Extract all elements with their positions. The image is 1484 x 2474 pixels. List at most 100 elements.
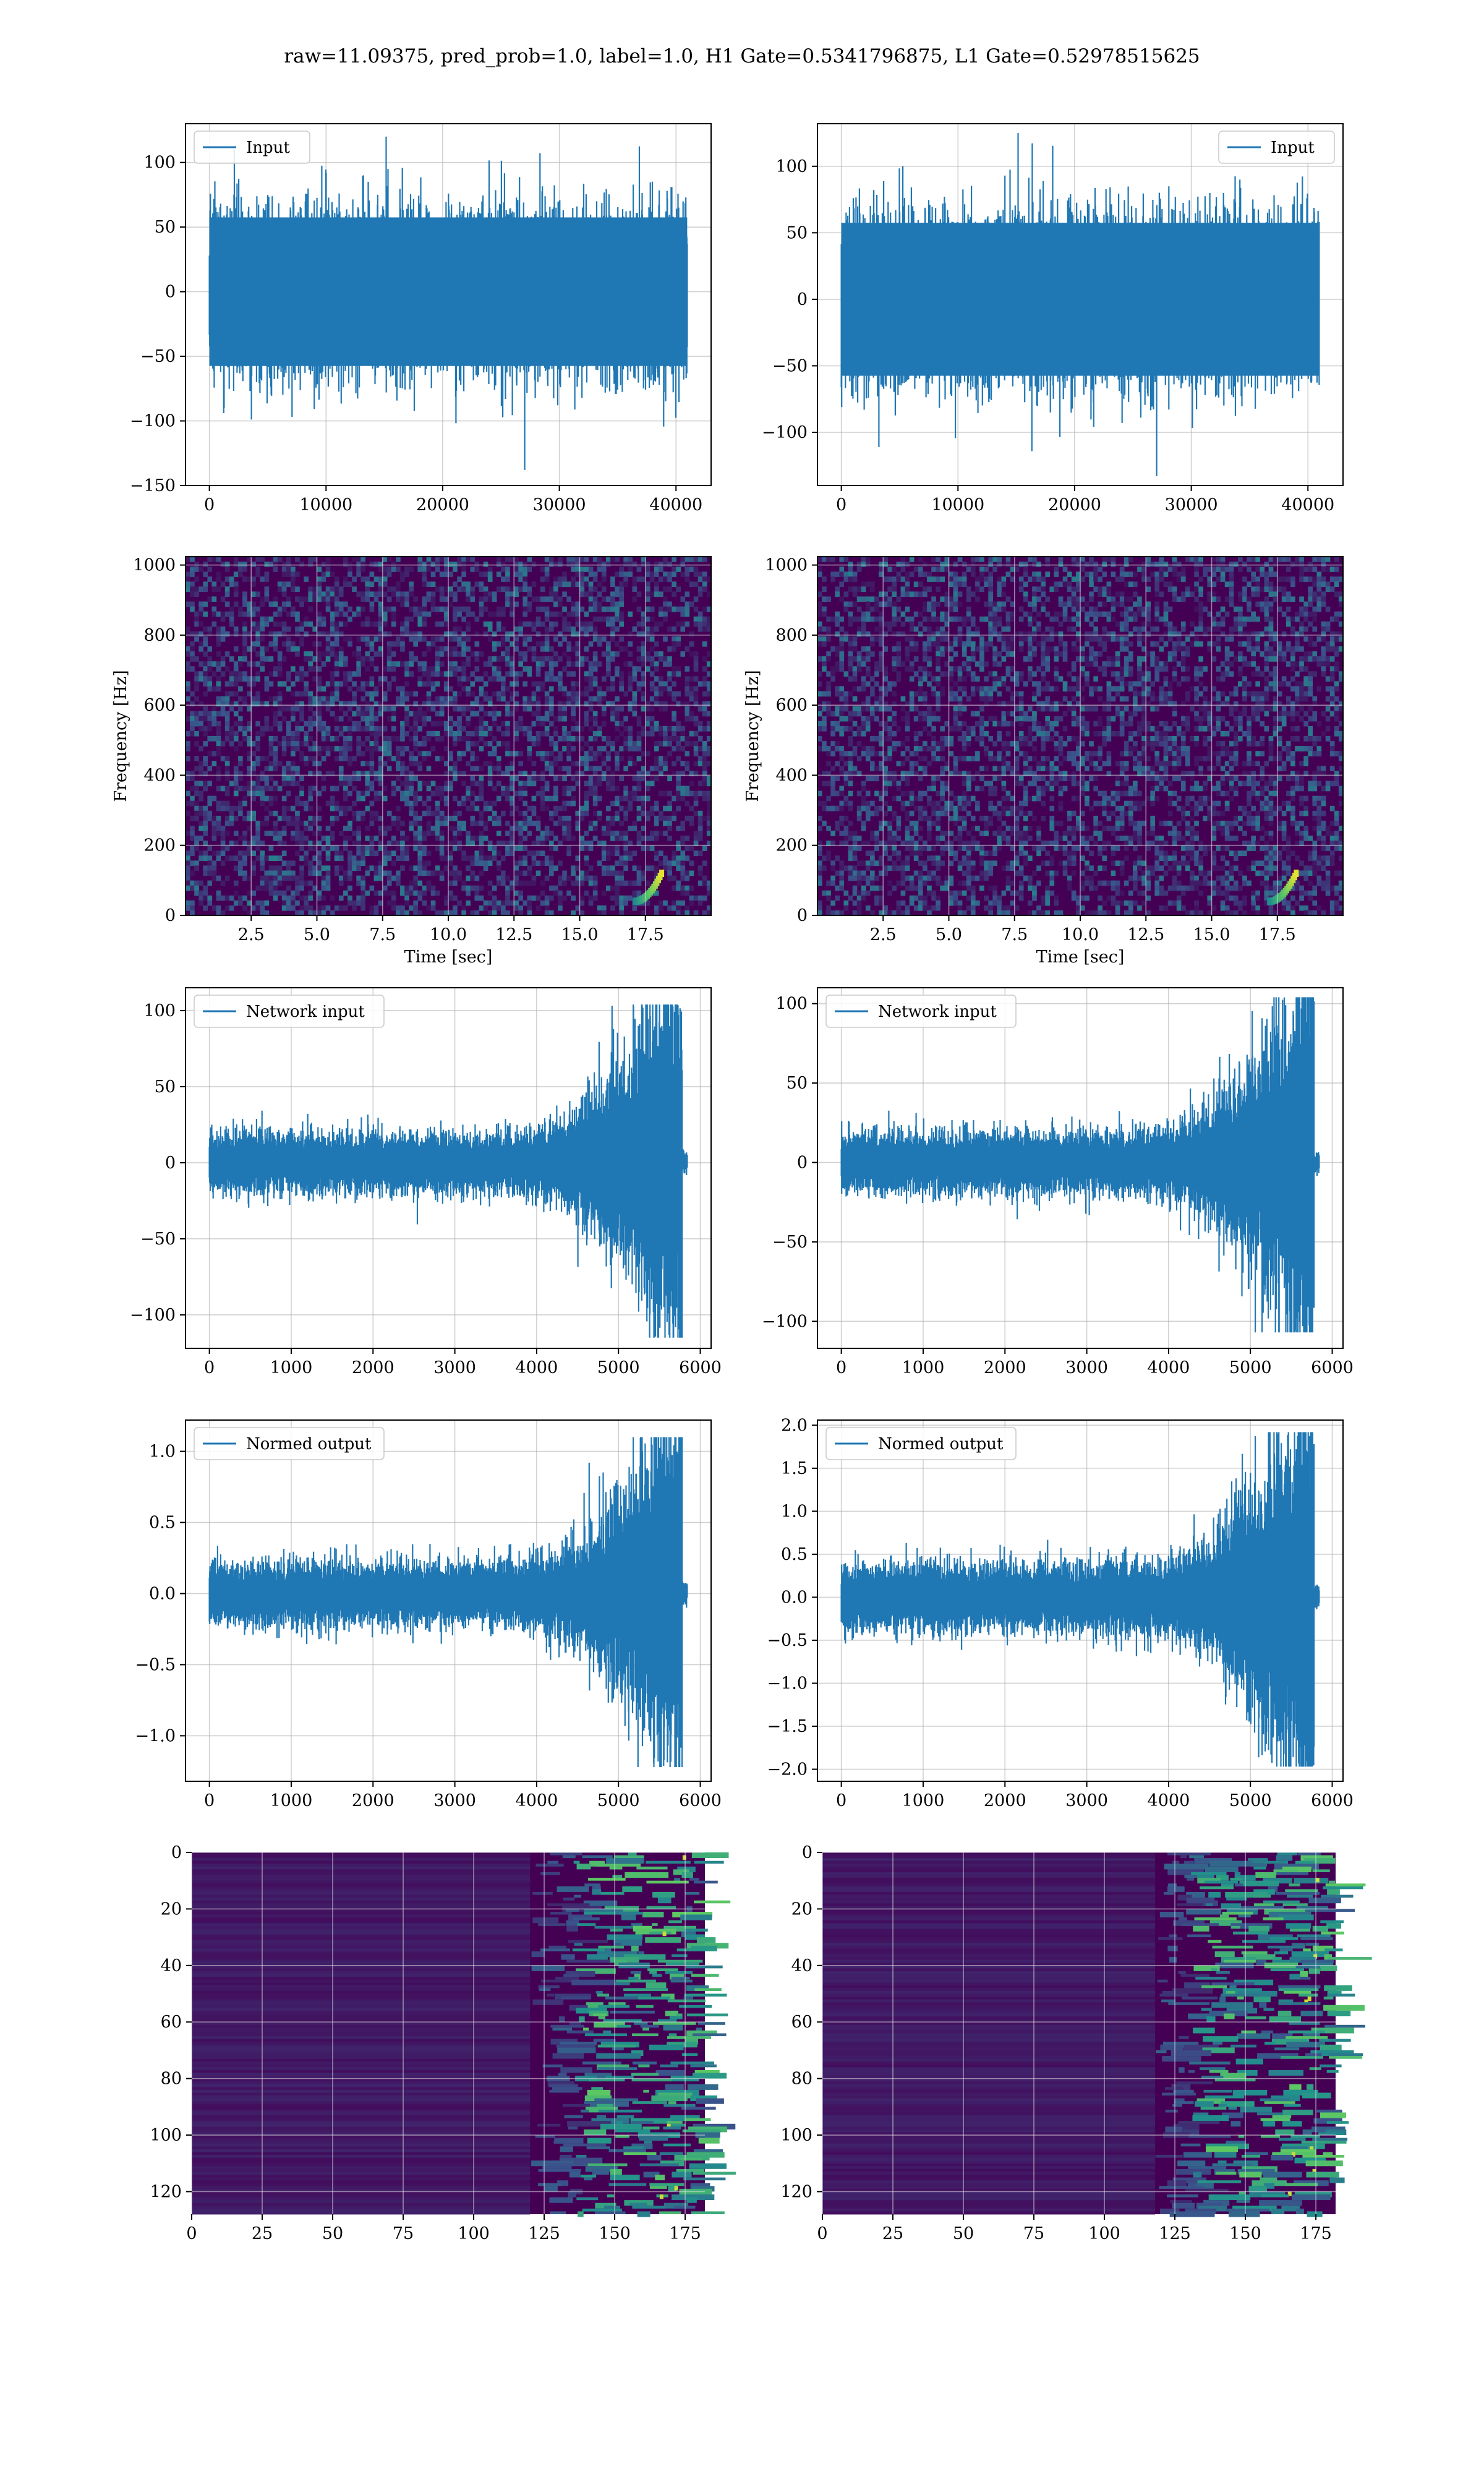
heatmap-cell [548, 766, 554, 771]
heatmap-cell [619, 875, 624, 881]
heatmap-cell [505, 721, 510, 727]
heatmap-cell [835, 820, 840, 826]
heatmap-cell [702, 771, 707, 777]
heatmap-cell [870, 800, 875, 807]
heatmap-cell [706, 761, 712, 766]
heatmap-cell [251, 696, 256, 702]
heatmap-cell [839, 885, 845, 891]
heatmap-cell [566, 741, 571, 747]
heatmap-cell [417, 606, 423, 612]
heatmap-cell [601, 696, 607, 702]
heatmap-cell [487, 860, 493, 867]
heatmap-cell [848, 601, 853, 607]
heatmap-cell [413, 611, 418, 617]
heatmap-cell [404, 766, 409, 771]
heatmap-cell [281, 591, 287, 597]
heatmap-cell [835, 651, 840, 657]
heatmap-cell [892, 721, 897, 727]
heatmap-cell [348, 736, 352, 742]
heatmap-cell [649, 681, 655, 687]
heatmap-cell [852, 865, 858, 871]
heatmap-cell [654, 666, 659, 672]
heatmap-cell [861, 656, 866, 662]
heatmap-cell [676, 756, 681, 761]
heatmap-cell [501, 910, 506, 916]
heatmap-cell [527, 905, 532, 911]
heatmap-cell [883, 870, 888, 876]
heatmap-cell [317, 581, 322, 587]
heatmap-cell [479, 730, 484, 737]
heatmap-cell [693, 651, 699, 657]
heatmap-cell [422, 900, 427, 906]
heatmap-cell [338, 681, 344, 687]
heatmap-cell [224, 562, 230, 567]
heatmap-cell [238, 696, 243, 702]
heatmap-cell [461, 631, 466, 637]
heatmap-cell [211, 820, 217, 826]
heatmap-cell [348, 606, 352, 612]
heatmap-cell [299, 641, 304, 647]
heatmap-cell [852, 855, 858, 861]
heatmap-cell [487, 730, 493, 737]
heatmap-cell [852, 841, 858, 846]
heatmap-cell [391, 706, 396, 712]
heatmap-cell [676, 736, 681, 742]
heatmap-cell [470, 651, 475, 657]
heatmap-cell [198, 646, 203, 652]
heatmap-cell [443, 611, 449, 617]
heatmap-cell [268, 562, 274, 567]
heatmap-cell [224, 820, 230, 826]
heatmap-cell [251, 870, 256, 876]
heatmap-cell [848, 865, 853, 871]
heatmap-cell [822, 596, 827, 602]
heatmap-cell [879, 910, 884, 916]
heatmap-cell [409, 865, 414, 871]
heatmap-cell [518, 845, 523, 851]
heatmap-cell [352, 855, 357, 861]
heatmap-cell [386, 586, 392, 592]
heatmap-cell [667, 805, 672, 811]
heatmap-cell [558, 815, 563, 821]
heatmap-cell [242, 621, 247, 627]
heatmap-cell [224, 736, 230, 742]
heatmap-cell [373, 691, 379, 697]
heatmap-cell [544, 631, 550, 637]
heatmap-cell [308, 596, 313, 602]
heatmap-cell [386, 736, 392, 742]
heatmap-cell [562, 701, 567, 707]
heatmap-cell [220, 831, 226, 836]
heatmap-cell [386, 890, 392, 896]
heatmap-cell [229, 681, 234, 687]
heatmap-cell [391, 860, 396, 867]
heatmap-cell [409, 656, 414, 662]
heatmap-cell [457, 841, 462, 846]
heatmap-cell [404, 571, 409, 577]
heatmap-cell [251, 646, 256, 652]
heatmap-cell [592, 810, 598, 816]
heatmap-cell [224, 785, 230, 792]
heatmap-cell [211, 751, 217, 756]
heatmap-cell [334, 621, 339, 627]
heatmap-cell [308, 785, 313, 792]
heatmap-cell [317, 905, 322, 911]
heatmap-cell [628, 611, 633, 617]
heatmap-cell [628, 800, 633, 807]
heatmap-cell [553, 611, 558, 617]
heatmap-cell [186, 666, 190, 672]
heatmap-cell [684, 676, 690, 682]
heatmap-cell [697, 591, 703, 597]
heatmap-cell [378, 865, 383, 871]
heatmap-cell [198, 795, 203, 802]
heatmap-cell [684, 761, 690, 766]
heatmap-cell [601, 855, 607, 861]
heatmap-cell [518, 790, 523, 797]
heatmap-cell [479, 746, 484, 751]
heatmap-cell [312, 756, 318, 761]
heatmap-cell [194, 741, 199, 747]
heatmap-cell [273, 646, 278, 652]
heatmap-cell [273, 810, 278, 816]
heatmap-cell [334, 870, 339, 876]
heatmap-cell [548, 721, 554, 727]
heatmap-cell [822, 701, 827, 707]
heatmap-cell [641, 800, 646, 807]
